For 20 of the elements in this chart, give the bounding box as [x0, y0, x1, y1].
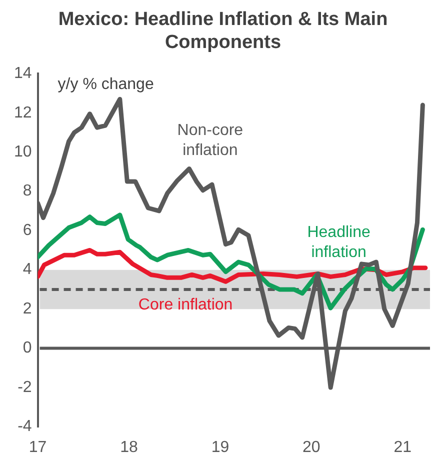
x-tick-label: 19 — [211, 438, 230, 456]
series-label: Non-core inflation — [177, 122, 244, 159]
x-tick-label: 20 — [302, 438, 320, 456]
y-tick-label: 14 — [14, 65, 32, 82]
y-tick-label: 12 — [14, 104, 32, 122]
x-tick-label: 17 — [28, 438, 47, 456]
x-tick-label: 18 — [120, 438, 138, 456]
series-label: Core inflation — [138, 296, 233, 314]
y-tick-label: 0 — [22, 340, 32, 357]
y-tick-label: -2 — [18, 378, 32, 396]
y-tick-label: 6 — [22, 222, 32, 239]
y-tick-label: 10 — [14, 143, 32, 160]
y-tick-label: 8 — [22, 182, 32, 200]
y-axis-title: y/y % change — [58, 76, 154, 93]
chart-title: Mexico: Headline Inflation & Its Main Components — [57, 8, 389, 54]
y-tick-label: 4 — [22, 261, 32, 278]
y-tick-label: -4 — [18, 418, 32, 436]
y-tick-label: 2 — [22, 300, 32, 318]
x-tick-label: 21 — [394, 438, 412, 456]
series-label: Headline inflation — [307, 224, 370, 261]
